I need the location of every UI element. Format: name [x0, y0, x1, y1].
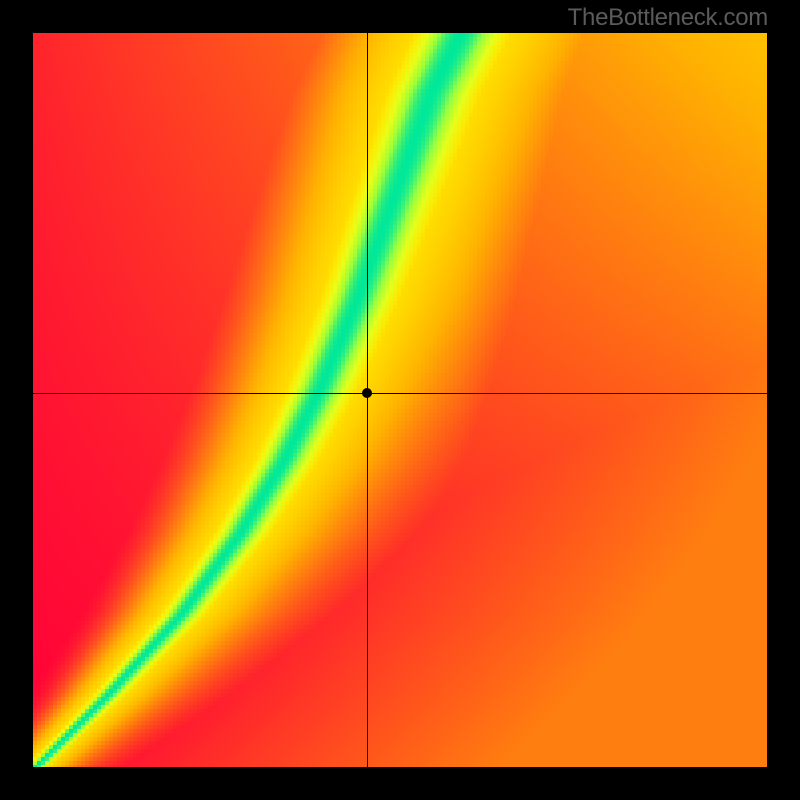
heatmap-canvas — [33, 33, 767, 767]
heatmap-plot — [33, 33, 767, 767]
data-point-marker — [362, 388, 372, 398]
watermark-text: TheBottleneck.com — [568, 4, 768, 32]
crosshair-horizontal — [33, 393, 767, 394]
chart-container: TheBottleneck.com — [0, 0, 800, 800]
crosshair-vertical — [367, 33, 368, 767]
